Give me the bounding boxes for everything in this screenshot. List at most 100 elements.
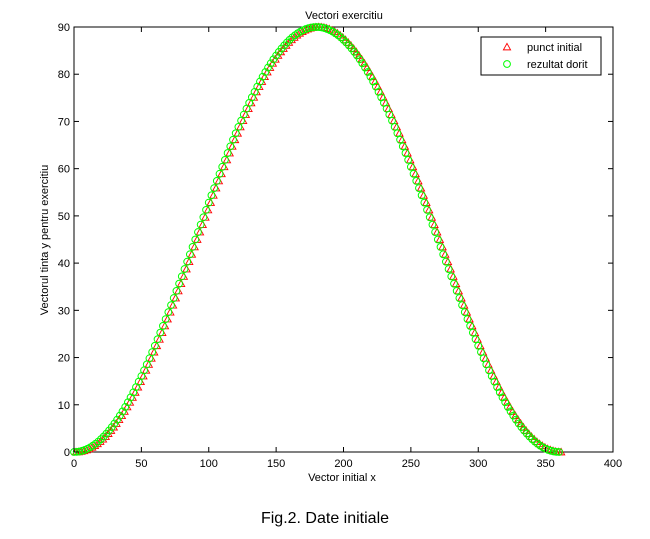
chart-title: Vectori exercitiu: [305, 10, 383, 22]
data-point: [420, 198, 429, 207]
data-point: [477, 348, 485, 357]
x-tick-label: 300: [469, 458, 487, 470]
data-point: [503, 403, 512, 411]
figure-caption: Fig.2. Date initiale: [260, 510, 390, 527]
data-point: [218, 162, 227, 171]
data-point: [417, 191, 426, 200]
y-tick-label: 80: [58, 69, 70, 81]
data-point: [390, 122, 399, 131]
data-point: [145, 354, 154, 363]
data-point: [231, 129, 240, 138]
data-point: [447, 272, 456, 281]
data-point: [177, 272, 186, 281]
x-axis-label: Vector initial x: [308, 472, 376, 484]
data-point: [172, 287, 181, 295]
plot-frame: [73, 26, 614, 453]
data-point: [169, 294, 178, 302]
data-point: [94, 437, 103, 446]
data-point: [466, 322, 475, 330]
data-point: [450, 279, 458, 288]
x-tick-label: 50: [135, 458, 147, 470]
data-point: [393, 129, 402, 138]
data-point: [396, 135, 404, 144]
data-point: [266, 59, 275, 68]
data-point: [404, 155, 413, 164]
legend-circle-icon: [503, 60, 511, 68]
legend-label-rezultat-dorit: rezultat dorit: [527, 59, 588, 71]
data-point: [183, 257, 192, 266]
y-tick-label: 20: [58, 353, 70, 365]
data-point: [471, 335, 480, 344]
data-point: [148, 348, 157, 357]
data-point: [406, 162, 415, 171]
data-point: [161, 315, 170, 324]
data-point: [226, 142, 235, 151]
data-point: [72, 447, 81, 456]
data-point: [229, 135, 237, 144]
x-tick-label: 350: [536, 458, 554, 470]
data-point: [436, 243, 445, 251]
data-point: [283, 38, 291, 47]
data-point: [212, 177, 221, 185]
data-point: [188, 243, 197, 251]
data-point: [199, 213, 208, 222]
data-point: [315, 23, 324, 32]
data-point: [258, 72, 267, 81]
data-point: [444, 265, 453, 273]
data-point: [439, 250, 448, 259]
data-point: [463, 315, 472, 324]
data-point: [455, 294, 464, 302]
data-point: [309, 23, 318, 32]
data-point: [409, 169, 418, 178]
data-point: [339, 35, 348, 44]
data-point: [175, 279, 184, 288]
data-point: [202, 206, 210, 214]
data-point: [530, 437, 539, 446]
data-point: [215, 169, 224, 178]
data-point: [194, 228, 202, 236]
data-point: [442, 257, 450, 266]
data-point: [196, 220, 205, 229]
data-point: [415, 184, 423, 192]
data-point: [156, 328, 165, 337]
data-point: [423, 206, 431, 214]
data-point: [180, 265, 189, 273]
data-point: [234, 122, 243, 131]
data-point: [401, 149, 410, 157]
data-point: [167, 301, 175, 310]
plot-area: [73, 26, 614, 453]
legend-marker-punct-initial: [502, 42, 512, 51]
data-point: [425, 213, 434, 222]
legend-marker-rezultat-dorit: [503, 60, 511, 68]
data-point: [264, 63, 272, 72]
data-point: [549, 447, 558, 456]
data-point: [474, 341, 483, 350]
y-tick-label: 60: [58, 164, 70, 176]
data-point: [555, 448, 563, 456]
axis-ticks: 0 50 100 150 200 250 300 350 400 0 10 20 30 40 50 60 70 8…: [58, 22, 622, 470]
y-tick-label: 50: [58, 211, 70, 223]
data-point: [121, 403, 130, 411]
data-point: [113, 415, 122, 424]
data-point: [452, 287, 461, 295]
data-point: [363, 68, 372, 76]
data-point: [221, 155, 229, 164]
y-tick-label: 0: [64, 447, 70, 459]
data-point: [468, 328, 477, 337]
series-layer: [70, 22, 566, 456]
data-point: [388, 116, 396, 125]
x-tick-label: 200: [334, 458, 352, 470]
data-point: [358, 59, 367, 68]
data-point: [261, 68, 270, 76]
data-point: [525, 432, 534, 441]
data-point: [115, 411, 124, 420]
data-point: [91, 439, 100, 448]
series-rezultat-dorit: [70, 23, 563, 456]
data-point: [191, 235, 200, 244]
data-point: [312, 23, 321, 31]
data-point: [506, 407, 515, 416]
y-tick-label: 10: [58, 400, 70, 412]
data-point: [460, 308, 469, 317]
legend-triangle-icon: [502, 42, 512, 51]
data-point: [334, 31, 343, 40]
